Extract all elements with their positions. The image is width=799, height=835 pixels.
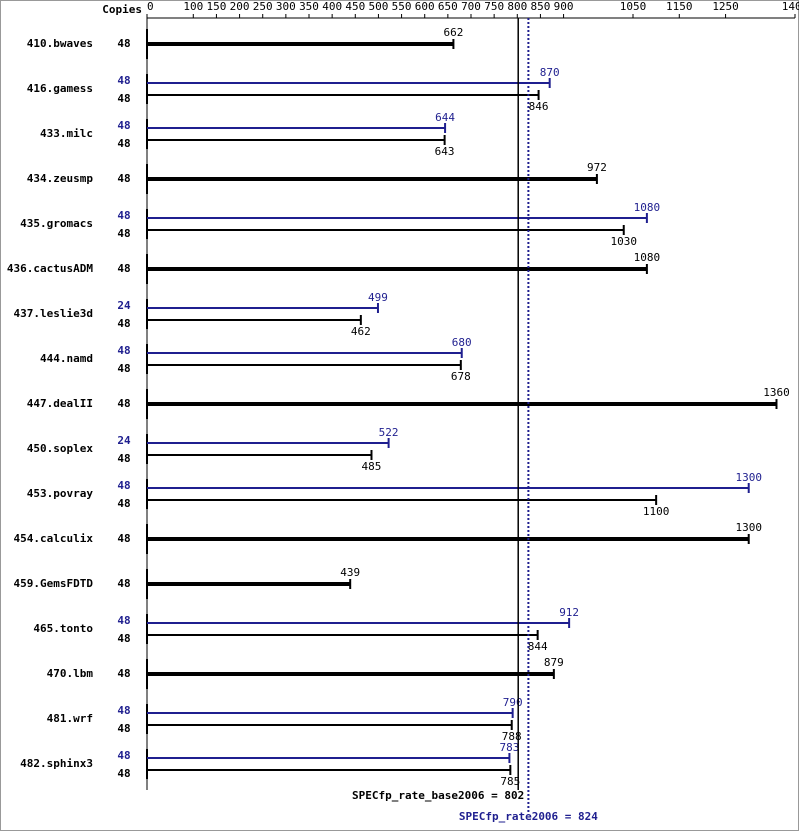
x-tick-label: 100	[183, 0, 203, 13]
value-label: 680	[452, 336, 472, 349]
copies-label: 48	[117, 577, 130, 590]
value-label: 462	[351, 325, 371, 338]
value-label: 1100	[643, 505, 670, 518]
category-label: 416.gamess	[27, 82, 93, 95]
value-label: 1360	[763, 386, 790, 399]
copies-label: 48	[117, 137, 130, 150]
value-label: 788	[502, 730, 522, 743]
category-label: 454.calculix	[14, 532, 94, 545]
copies-label: 48	[117, 667, 130, 680]
copies-header: Copies	[102, 3, 142, 16]
x-tick-label: 600	[415, 0, 435, 13]
x-tick-label: 200	[230, 0, 250, 13]
value-label: 912	[559, 606, 579, 619]
category-label: 450.soplex	[27, 442, 94, 455]
copies-label: 48	[117, 317, 130, 330]
category-label: 435.gromacs	[20, 217, 93, 230]
category-label: 481.wrf	[47, 712, 93, 725]
x-tick-label: 0	[147, 0, 154, 13]
copies-label: 48	[117, 37, 130, 50]
copies-label: 24	[117, 434, 131, 447]
copies-label: 24	[117, 299, 131, 312]
x-tick-label: 400	[322, 0, 342, 13]
value-label: 485	[362, 460, 382, 473]
copies-label: 48	[117, 344, 130, 357]
x-tick-label: 450	[345, 0, 365, 13]
copies-label: 48	[117, 532, 130, 545]
value-label: 972	[587, 161, 607, 174]
category-label: 470.lbm	[47, 667, 94, 680]
copies-label: 48	[117, 397, 130, 410]
copies-label: 48	[117, 704, 130, 717]
value-label: 644	[435, 111, 455, 124]
value-label: 844	[528, 640, 548, 653]
copies-label: 48	[117, 74, 130, 87]
copies-label: 48	[117, 92, 130, 105]
copies-label: 48	[117, 632, 130, 645]
copies-label: 48	[117, 172, 130, 185]
x-tick-label: 350	[299, 0, 319, 13]
copies-label: 48	[117, 479, 130, 492]
copies-label: 48	[117, 497, 130, 510]
value-label: 643	[435, 145, 455, 158]
value-label: 783	[499, 741, 519, 754]
x-tick-label: 750	[484, 0, 504, 13]
x-tick-label: 1250	[712, 0, 739, 13]
copies-label: 48	[117, 767, 130, 780]
category-label: 447.dealII	[27, 397, 93, 410]
value-label: 439	[340, 566, 360, 579]
x-tick-label: 1050	[620, 0, 647, 13]
x-tick-label: 250	[253, 0, 273, 13]
x-tick-label: 900	[554, 0, 574, 13]
value-label: 846	[529, 100, 549, 113]
category-label: 453.povray	[27, 487, 94, 500]
x-tick-label: 300	[276, 0, 296, 13]
x-tick-label: 550	[392, 0, 412, 13]
x-tick-label: 850	[530, 0, 550, 13]
copies-label: 48	[117, 452, 130, 465]
value-label: 522	[379, 426, 399, 439]
x-tick-label: 1150	[666, 0, 693, 13]
copies-label: 48	[117, 262, 130, 275]
x-tick-label: 500	[368, 0, 388, 13]
value-label: 1300	[735, 471, 762, 484]
value-label: 1300	[735, 521, 762, 534]
category-label: 410.bwaves	[27, 37, 93, 50]
category-label: 444.namd	[40, 352, 93, 365]
copies-label: 48	[117, 614, 130, 627]
copies-label: 48	[117, 227, 130, 240]
value-label: 1030	[610, 235, 637, 248]
category-label: 437.leslie3d	[14, 307, 93, 320]
value-label: 662	[443, 26, 463, 39]
value-label: 1080	[634, 251, 661, 264]
category-label: 434.zeusmp	[27, 172, 94, 185]
x-tick-label: 150	[206, 0, 226, 13]
category-label: 459.GemsFDTD	[14, 577, 94, 590]
x-tick-label: 1400	[782, 0, 799, 13]
category-label: 465.tonto	[33, 622, 93, 635]
reference-label: SPECfp_rate_base2006 = 802	[352, 789, 524, 802]
copies-label: 48	[117, 722, 130, 735]
value-label: 879	[544, 656, 564, 669]
category-label: 433.milc	[40, 127, 93, 140]
value-label: 1080	[634, 201, 661, 214]
x-tick-label: 800	[507, 0, 527, 13]
copies-label: 48	[117, 119, 130, 132]
copies-label: 48	[117, 362, 130, 375]
reference-label: SPECfp_rate2006 = 824	[459, 810, 598, 823]
value-label: 785	[500, 775, 520, 788]
copies-label: 48	[117, 749, 130, 762]
value-label: 790	[503, 696, 523, 709]
x-tick-label: 650	[438, 0, 458, 13]
value-label: 499	[368, 291, 388, 304]
x-tick-label: 700	[461, 0, 481, 13]
value-label: 678	[451, 370, 471, 383]
copies-label: 48	[117, 209, 130, 222]
category-label: 436.cactusADM	[7, 262, 93, 275]
category-label: 482.sphinx3	[20, 757, 93, 770]
value-label: 870	[540, 66, 560, 79]
